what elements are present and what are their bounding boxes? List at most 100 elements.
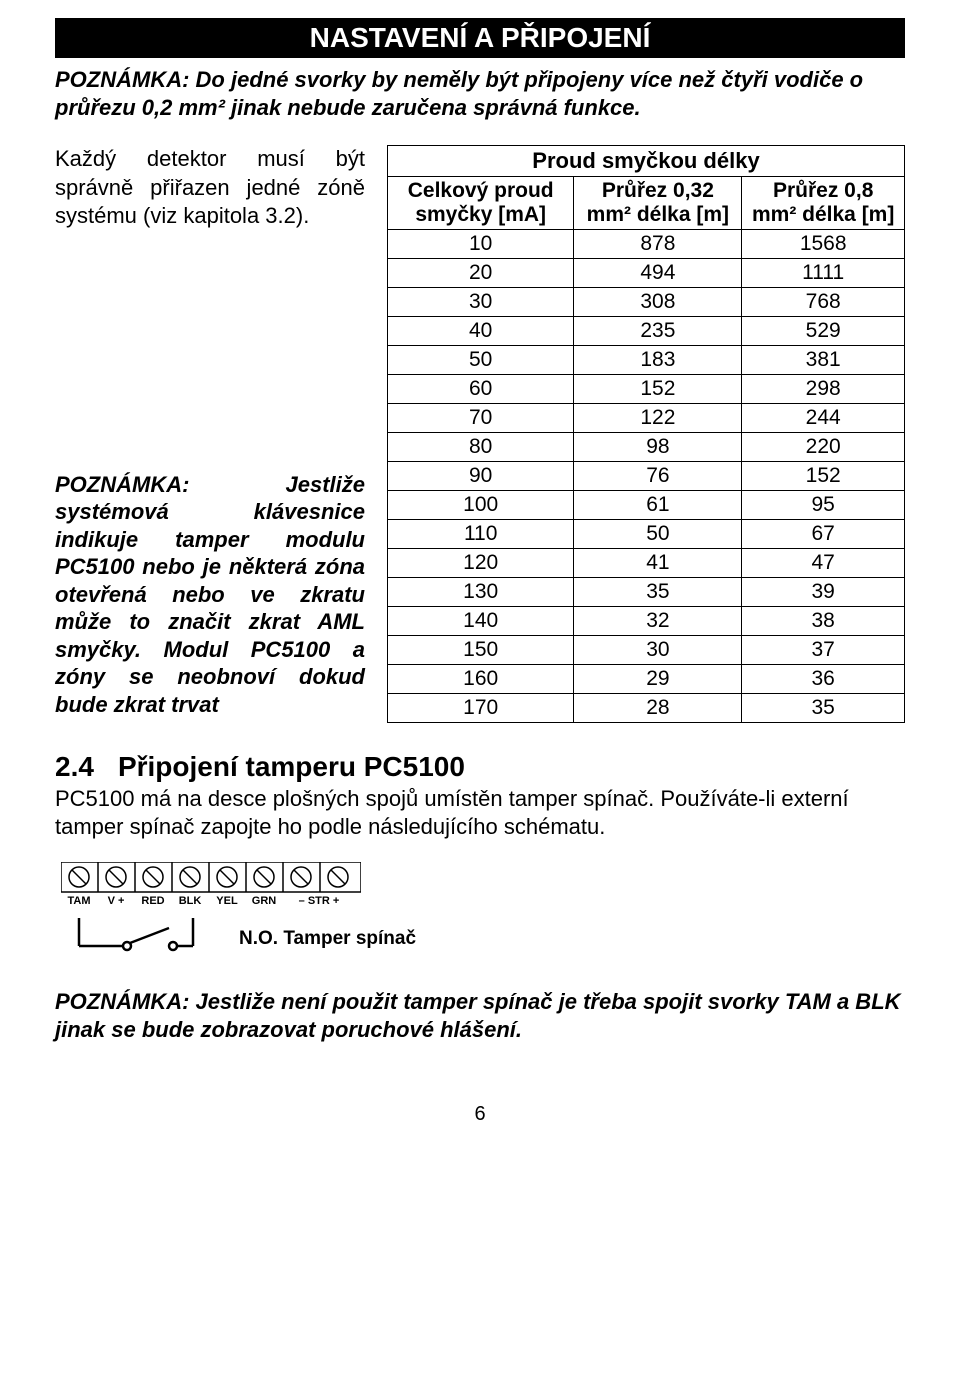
- table-row: 70122244: [388, 404, 905, 433]
- table-cell: 39: [742, 578, 905, 607]
- table-cell: 150: [388, 636, 574, 665]
- table-cell: 67: [742, 520, 905, 549]
- table-cell: 30: [574, 636, 742, 665]
- terminal-block: TAM V + RED BLK YEL GRN – STR + N.O. Tamper sp…: [61, 862, 416, 960]
- table-cell: 32: [574, 607, 742, 636]
- table-cell: 308: [574, 288, 742, 317]
- table-row: 9076152: [388, 462, 905, 491]
- table-cell: 110: [388, 520, 574, 549]
- table-cell: 35: [742, 694, 905, 723]
- table-cell: 768: [742, 288, 905, 317]
- right-column: Proud smyčkou délky Celkový proud smyčky…: [387, 145, 905, 723]
- table-cell: 140: [388, 607, 574, 636]
- table-cell: 235: [574, 317, 742, 346]
- svg-text:V +: V +: [108, 895, 125, 907]
- table-cell: 152: [574, 375, 742, 404]
- two-column-layout: Každý detektor musí být správně přiřazen…: [55, 145, 905, 723]
- table-cell: 1568: [742, 230, 905, 259]
- table-title: Proud smyčkou délky: [388, 146, 905, 177]
- switch-label: N.O. Tamper spínač: [239, 928, 416, 950]
- table-cell: 98: [574, 433, 742, 462]
- table-cell: 76: [574, 462, 742, 491]
- table-cell: 100: [388, 491, 574, 520]
- table-cell: 160: [388, 665, 574, 694]
- svg-text:RED: RED: [141, 895, 164, 907]
- note-bottom: POZNÁMKA: Jestliže není použit tamper sp…: [55, 988, 905, 1043]
- table-cell: 47: [742, 549, 905, 578]
- table-col2-header: Průřez 0,32 mm² délka [m]: [574, 177, 742, 230]
- section-number: 2.4: [55, 751, 94, 783]
- table-row: 1503037: [388, 636, 905, 665]
- detector-paragraph: Každý detektor musí být správně přiřazen…: [55, 145, 365, 231]
- table-cell: 70: [388, 404, 574, 433]
- table-cell: 10: [388, 230, 574, 259]
- table-cell: 170: [388, 694, 574, 723]
- note-top: POZNÁMKA: Do jedné svorky by neměly být …: [55, 66, 905, 121]
- table-cell: 494: [574, 259, 742, 288]
- table-cell: 38: [742, 607, 905, 636]
- table-row: 1602936: [388, 665, 905, 694]
- table-col3-header: Průřez 0,8 mm² délka [m]: [742, 177, 905, 230]
- note-keypad: POZNÁMKA: Jestliže systémová klávesnice …: [55, 471, 365, 719]
- page-header: NASTAVENÍ A PŘIPOJENÍ: [55, 18, 905, 58]
- table-col1-header: Celkový proud smyčky [mA]: [388, 177, 574, 230]
- table-cell: 35: [574, 578, 742, 607]
- table-cell: 244: [742, 404, 905, 433]
- table-row: 1204147: [388, 549, 905, 578]
- table-cell: 50: [388, 346, 574, 375]
- terminal-strip: TAM V + RED BLK YEL GRN – STR +: [61, 862, 416, 908]
- table-cell: 120: [388, 549, 574, 578]
- table-cell: 90: [388, 462, 574, 491]
- svg-text:GRN: GRN: [252, 895, 277, 907]
- table-row: 204941111: [388, 259, 905, 288]
- svg-text:YEL: YEL: [216, 895, 238, 907]
- table-row: 1403238: [388, 607, 905, 636]
- table-row: 8098220: [388, 433, 905, 462]
- table-cell: 95: [742, 491, 905, 520]
- table-cell: 37: [742, 636, 905, 665]
- table-cell: 130: [388, 578, 574, 607]
- terminal-diagram: TAM V + RED BLK YEL GRN – STR + N.O. Tamper sp…: [61, 862, 905, 960]
- loop-length-table: Proud smyčkou délky Celkový proud smyčky…: [387, 145, 905, 723]
- section-title: Připojení tamperu PC5100: [118, 751, 465, 782]
- table-cell: 878: [574, 230, 742, 259]
- svg-text:BLK: BLK: [179, 895, 202, 907]
- table-cell: 28: [574, 694, 742, 723]
- svg-text:TAM: TAM: [67, 895, 90, 907]
- table-cell: 220: [742, 433, 905, 462]
- table-cell: 298: [742, 375, 905, 404]
- table-cell: 80: [388, 433, 574, 462]
- table-cell: 50: [574, 520, 742, 549]
- switch-svg: [61, 918, 221, 960]
- table-cell: 60: [388, 375, 574, 404]
- table-row: 1006195: [388, 491, 905, 520]
- section-heading: 2.4 Připojení tamperu PC5100: [55, 751, 905, 783]
- table-cell: 183: [574, 346, 742, 375]
- table-row: 60152298: [388, 375, 905, 404]
- svg-text:– STR +: – STR +: [299, 895, 340, 907]
- table-row: 1105067: [388, 520, 905, 549]
- table-cell: 20: [388, 259, 574, 288]
- table-cell: 381: [742, 346, 905, 375]
- table-cell: 1111: [742, 259, 905, 288]
- page-number: 6: [55, 1103, 905, 1126]
- table-cell: 30: [388, 288, 574, 317]
- table-row: 1702835: [388, 694, 905, 723]
- terminal-strip-svg: TAM V + RED BLK YEL GRN – STR +: [61, 862, 361, 908]
- table-cell: 29: [574, 665, 742, 694]
- table-cell: 61: [574, 491, 742, 520]
- table-cell: 36: [742, 665, 905, 694]
- table-cell: 41: [574, 549, 742, 578]
- table-cell: 40: [388, 317, 574, 346]
- table-row: 40235529: [388, 317, 905, 346]
- table-row: 50183381: [388, 346, 905, 375]
- table-row: 108781568: [388, 230, 905, 259]
- left-column: Každý detektor musí být správně přiřazen…: [55, 145, 365, 718]
- table-cell: 122: [574, 404, 742, 433]
- switch-row: N.O. Tamper spínač: [61, 918, 416, 960]
- table-row: 1303539: [388, 578, 905, 607]
- tamper-paragraph: PC5100 má na desce plošných spojů umístě…: [55, 785, 905, 840]
- table-cell: 152: [742, 462, 905, 491]
- table-cell: 529: [742, 317, 905, 346]
- table-row: 30308768: [388, 288, 905, 317]
